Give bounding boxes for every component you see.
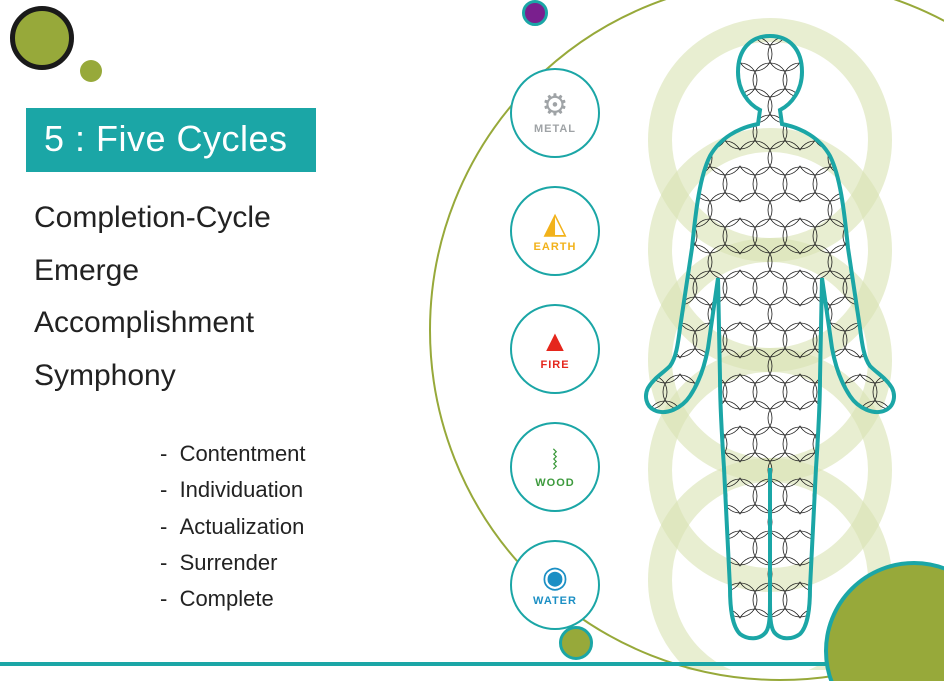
primary-item: Symphony [34,350,271,403]
fire-icon: ▲ [540,327,570,357]
wood-icon: ⧘ [552,445,558,475]
page-title-text: 5 : Five Cycles [44,118,288,159]
primary-item: Accomplishment [34,297,271,350]
element-label: FIRE [540,359,569,371]
primary-item: Emerge [34,245,271,298]
element-badge-fire: ▲ FIRE [510,304,600,394]
primary-item: Completion-Cycle [34,192,271,245]
element-badge-earth: ◭ EARTH [510,186,600,276]
page-title: 5 : Five Cycles [26,108,316,172]
decor-circle-top-left-small [80,60,102,82]
bottom-divider [0,662,944,666]
secondary-item: Actualization [160,509,306,545]
secondary-keyword-list: ContentmentIndividuationActualizationSur… [160,436,306,617]
element-badge-wood: ⧘ WOOD [510,422,600,512]
secondary-item: Surrender [160,545,306,581]
decor-circle-top-purple [522,0,548,26]
water-icon: ◉ [542,563,568,593]
metal-icon: ⚙ [542,91,569,121]
decor-circle-top-left-large [10,6,74,70]
element-label: WATER [533,595,577,607]
five-elements-column: ⚙ METAL ◭ EARTH ▲ FIRE ⧘ WOOD ◉ WATER [500,68,610,658]
secondary-item: Complete [160,581,306,617]
element-label: WOOD [535,477,574,489]
element-label: METAL [534,123,576,135]
infographic-canvas: 5 : Five Cycles Completion-CycleEmergeAc… [0,0,944,681]
human-figure [620,28,920,648]
secondary-item: Individuation [160,472,306,508]
element-badge-metal: ⚙ METAL [510,68,600,158]
primary-keyword-list: Completion-CycleEmergeAccomplishmentSymp… [34,192,271,402]
element-badge-water: ◉ WATER [510,540,600,630]
earth-icon: ◭ [543,209,566,239]
secondary-item: Contentment [160,436,306,472]
element-label: EARTH [534,241,577,253]
